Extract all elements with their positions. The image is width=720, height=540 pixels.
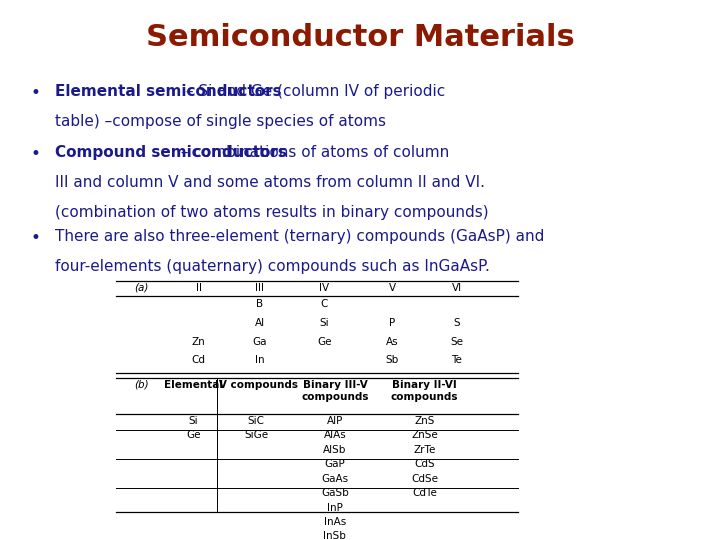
Text: Si: Si <box>189 416 199 426</box>
Text: Elemental semiconductors: Elemental semiconductors <box>55 84 282 99</box>
Text: Te: Te <box>451 355 462 365</box>
Text: P: P <box>389 318 395 328</box>
Text: InP: InP <box>327 503 343 512</box>
Text: Se: Se <box>450 336 464 347</box>
Text: •: • <box>30 145 40 163</box>
Text: CdS: CdS <box>414 459 435 469</box>
Text: S: S <box>454 318 460 328</box>
Text: Si: Si <box>320 318 329 328</box>
Text: SiGe: SiGe <box>244 430 268 440</box>
Text: Semiconductor Materials: Semiconductor Materials <box>145 23 575 52</box>
Text: Zn: Zn <box>192 336 205 347</box>
Text: ZnS: ZnS <box>415 416 435 426</box>
Text: GaSb: GaSb <box>321 488 348 498</box>
Text: InAs: InAs <box>324 517 346 527</box>
Text: There are also three-element (ternary) compounds (GaAsP) and: There are also three-element (ternary) c… <box>55 230 544 244</box>
Text: (b): (b) <box>134 380 148 390</box>
Text: ZrTe: ZrTe <box>413 445 436 455</box>
Text: IV: IV <box>319 283 329 293</box>
Text: AlAs: AlAs <box>323 430 346 440</box>
Text: Binary III-V
compounds: Binary III-V compounds <box>301 380 369 402</box>
Text: CdTe: CdTe <box>412 488 437 498</box>
Text: IV compounds: IV compounds <box>215 380 297 390</box>
Text: GaP: GaP <box>325 459 346 469</box>
Text: Cd: Cd <box>192 355 206 365</box>
Text: Binary II-VI
compounds: Binary II-VI compounds <box>391 380 459 402</box>
Text: •: • <box>30 230 40 247</box>
Text: Ge: Ge <box>186 430 201 440</box>
Text: (a): (a) <box>134 283 148 293</box>
Text: Ge: Ge <box>317 336 331 347</box>
Text: Compound semiconductors: Compound semiconductors <box>55 145 287 160</box>
Text: Sb: Sb <box>386 355 399 365</box>
Text: – Si and Ge (column IV of periodic: – Si and Ge (column IV of periodic <box>181 84 445 99</box>
Text: InSb: InSb <box>323 531 346 540</box>
Text: III and column V and some atoms from column II and VI.: III and column V and some atoms from col… <box>55 174 485 190</box>
Text: Elemental: Elemental <box>164 380 223 390</box>
Text: VI: VI <box>451 283 462 293</box>
Text: B: B <box>256 299 263 309</box>
Text: GaAs: GaAs <box>321 474 348 484</box>
Text: AlP: AlP <box>327 416 343 426</box>
Text: II: II <box>196 283 202 293</box>
Text: AlSb: AlSb <box>323 445 346 455</box>
Text: Ga: Ga <box>252 336 267 347</box>
Text: C: C <box>320 299 328 309</box>
Text: SiC: SiC <box>248 416 264 426</box>
Text: Al: Al <box>255 318 265 328</box>
Text: CdSe: CdSe <box>411 474 438 484</box>
Text: (combination of two atoms results in binary compounds): (combination of two atoms results in bin… <box>55 205 489 220</box>
Text: III: III <box>255 283 264 293</box>
Text: •: • <box>30 84 40 102</box>
Text: four-elements (quaternary) compounds such as InGaAsP.: four-elements (quaternary) compounds suc… <box>55 259 490 274</box>
Text: In: In <box>255 355 264 365</box>
Text: table) –compose of single species of atoms: table) –compose of single species of ato… <box>55 114 386 129</box>
Text: – combinations of atoms of column: – combinations of atoms of column <box>176 145 449 160</box>
Text: V: V <box>389 283 396 293</box>
Text: ZnSe: ZnSe <box>411 430 438 440</box>
Text: As: As <box>386 336 399 347</box>
